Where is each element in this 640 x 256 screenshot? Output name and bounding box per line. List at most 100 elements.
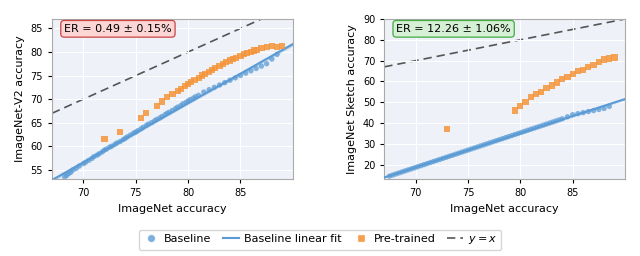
Point <box>410 166 420 170</box>
Point <box>563 75 573 79</box>
Point <box>115 140 125 144</box>
Point <box>190 95 200 99</box>
Point <box>167 92 177 97</box>
Point <box>554 118 564 122</box>
Point <box>541 86 552 90</box>
Point <box>71 166 81 170</box>
Point <box>118 137 129 142</box>
Point <box>510 109 520 113</box>
Point <box>107 144 117 148</box>
Point <box>147 121 157 125</box>
Point <box>419 163 429 167</box>
Point <box>507 133 517 137</box>
Point <box>136 127 146 131</box>
Point <box>162 95 172 99</box>
Point <box>112 141 122 145</box>
Point <box>89 155 99 159</box>
Point <box>204 70 214 74</box>
Point <box>152 104 162 108</box>
Point <box>193 93 204 97</box>
Point <box>120 136 131 140</box>
Point <box>272 45 282 49</box>
Point <box>272 52 282 56</box>
Point <box>406 167 417 171</box>
Point <box>241 71 251 75</box>
Point <box>438 156 448 161</box>
Point <box>246 50 256 54</box>
Point <box>183 99 193 103</box>
Point <box>500 135 511 140</box>
Point <box>176 104 186 108</box>
Point <box>520 100 531 104</box>
Point <box>141 111 152 115</box>
Point <box>252 48 262 52</box>
Point <box>74 164 84 168</box>
Point <box>548 120 558 124</box>
Point <box>277 44 287 48</box>
Point <box>431 158 442 163</box>
Point <box>256 46 266 50</box>
Point <box>152 117 162 121</box>
Point <box>428 159 438 164</box>
Point <box>225 58 235 62</box>
Point <box>578 111 588 115</box>
Point <box>262 62 272 66</box>
Point <box>99 148 109 152</box>
Point <box>188 96 198 100</box>
Point <box>552 80 562 84</box>
Point <box>494 138 504 142</box>
Point <box>476 144 486 148</box>
Point <box>157 99 167 103</box>
Point <box>469 146 479 150</box>
Point <box>164 110 175 114</box>
Point <box>599 106 609 111</box>
Point <box>225 78 235 82</box>
Point <box>97 150 108 154</box>
Point <box>454 151 464 155</box>
Point <box>267 57 277 61</box>
Point <box>583 65 593 69</box>
Point <box>115 130 125 134</box>
Point <box>160 113 170 117</box>
Point <box>221 60 231 65</box>
Text: ER = 12.26 ± 1.06%: ER = 12.26 ± 1.06% <box>396 24 511 34</box>
Point <box>110 142 120 146</box>
Point <box>403 168 413 172</box>
Point <box>60 175 70 179</box>
Point <box>451 152 461 156</box>
Point <box>538 123 548 127</box>
Point <box>573 69 583 73</box>
Point <box>173 89 183 93</box>
Point <box>589 63 599 67</box>
Point <box>256 64 266 68</box>
Point <box>522 128 532 132</box>
Point <box>599 58 609 62</box>
Point <box>525 95 536 99</box>
Point <box>249 49 259 53</box>
Point <box>460 149 470 153</box>
Point <box>532 125 542 129</box>
Point <box>162 111 172 115</box>
Point <box>513 131 524 135</box>
Point <box>246 69 256 73</box>
Point <box>589 109 599 113</box>
Point <box>267 44 277 48</box>
Point <box>170 106 180 111</box>
Point <box>442 127 452 131</box>
Point <box>214 64 225 68</box>
Point <box>466 147 476 151</box>
Point <box>129 131 139 135</box>
Point <box>435 157 445 162</box>
Point <box>186 80 196 84</box>
Point <box>568 113 578 117</box>
Point <box>594 108 604 112</box>
Point <box>87 156 97 161</box>
Point <box>441 155 451 159</box>
Point <box>515 104 525 109</box>
Point <box>155 116 165 120</box>
Point <box>251 66 261 70</box>
Point <box>504 134 514 138</box>
Point <box>209 85 220 89</box>
Point <box>136 116 146 120</box>
Y-axis label: ImageNet Sketch accuracy: ImageNet Sketch accuracy <box>348 24 357 174</box>
